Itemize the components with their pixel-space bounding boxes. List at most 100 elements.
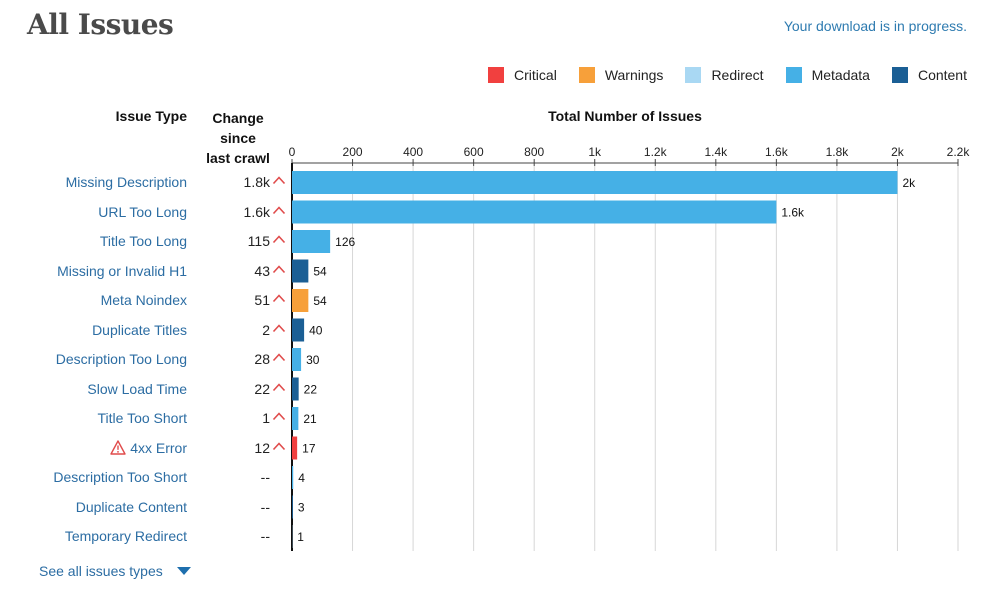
caret-up-icon — [272, 294, 286, 303]
issue-type-link[interactable]: URL Too Long — [98, 204, 187, 220]
change-value: 1 — [262, 410, 270, 426]
issue-row: Missing or Invalid H1 43 — [0, 260, 997, 284]
total-issues-header: Total Number of Issues — [548, 108, 702, 124]
issue-type-label[interactable]: Title Too Long — [99, 233, 187, 249]
x-tick-label: 1k — [588, 145, 602, 159]
issue-type-label[interactable]: Meta Noindex — [100, 292, 187, 308]
issue-type-link[interactable]: Description Too Short — [53, 469, 187, 485]
legend-label: Warnings — [604, 67, 664, 83]
legend-item-metadata[interactable]: Metadata — [785, 67, 870, 83]
change-value: 115 — [247, 233, 270, 249]
change-value: 2 — [262, 321, 270, 338]
caret-up-icon — [272, 412, 286, 421]
legend-label: Metadata — [811, 67, 870, 83]
issue-type-link[interactable]: Missing Description — [66, 174, 187, 190]
issue-type-link[interactable]: Duplicate Content — [76, 499, 187, 515]
issue-row: Missing Description 1.8k — [0, 171, 997, 195]
issue-type-link[interactable]: Missing or Invalid H1 — [57, 263, 187, 279]
change-value: 43 — [254, 262, 270, 279]
chart-legend: Critical Warnings Redirect Metadata Content — [466, 67, 967, 83]
issue-type-label[interactable]: Duplicate Content — [75, 498, 187, 515]
caret-up-icon — [272, 353, 286, 362]
issue-type-link[interactable]: Meta Noindex — [101, 292, 187, 308]
download-status: Your download is in progress. — [783, 18, 967, 34]
legend-label: Critical — [514, 67, 557, 83]
x-tick-label: 1.6k — [765, 145, 789, 159]
legend-swatch — [685, 67, 702, 83]
issue-type-label[interactable]: Temporary Redirect — [64, 528, 187, 544]
issue-type-label[interactable]: 4xx Error — [130, 439, 187, 456]
issue-row: Title Too Long 115 — [0, 230, 997, 254]
legend-item-redirect[interactable]: Redirect — [685, 67, 764, 83]
issue-type-label[interactable]: URL Too Long — [98, 203, 187, 220]
issue-type-label[interactable]: Description Too Long — [55, 351, 187, 367]
issue-type-link[interactable]: Title Too Long — [100, 233, 187, 249]
caret-up-icon — [272, 205, 286, 214]
issue-type-label[interactable]: Duplicate Titles — [92, 321, 187, 338]
issue-type-link[interactable]: Slow Load Time — [87, 381, 187, 397]
x-tick-label: 2k — [891, 145, 905, 159]
change-value: 28 — [254, 351, 270, 367]
x-tick-label: 200 — [343, 145, 363, 159]
x-tick-label: 1.2k — [644, 145, 668, 159]
x-tick-label: 400 — [403, 145, 423, 159]
legend-swatch — [578, 67, 595, 83]
caret-up-icon — [272, 235, 286, 244]
change-value: -- — [260, 528, 270, 544]
issue-type-link[interactable]: Description Too Long — [56, 351, 187, 367]
issue-row: Meta Noindex 51 — [0, 289, 997, 313]
issue-row: 4xx Error 12 — [0, 437, 997, 461]
chevron-down-icon[interactable] — [176, 567, 191, 575]
issue-row: Description Too Long 28 — [0, 348, 997, 372]
change-value: -- — [260, 498, 270, 515]
see-all-issues-label[interactable]: See all issues types — [39, 563, 163, 579]
issue-type-label[interactable]: Title Too Short — [97, 410, 188, 426]
see-all-issues-link[interactable]: See all issues types — [39, 563, 191, 579]
issue-row: Title Too Short 1 — [0, 407, 997, 431]
issue-type-label[interactable]: Slow Load Time — [87, 380, 187, 397]
warning-icon — [110, 439, 126, 455]
legend-swatch — [488, 67, 505, 83]
legend-item-content[interactable]: Content — [891, 67, 967, 83]
issue-row: Slow Load Time 22 — [0, 378, 997, 402]
page-title: All Issues — [27, 8, 174, 41]
change-header-line2: last crawl — [206, 150, 270, 166]
issue-type-label[interactable]: Missing Description — [65, 174, 187, 190]
legend-item-warnings[interactable]: Warnings — [578, 67, 664, 83]
caret-up-icon — [272, 264, 286, 273]
change-value: 22 — [254, 380, 270, 397]
change-value: 12 — [254, 439, 270, 456]
legend-label: Content — [917, 67, 967, 83]
issue-type-label[interactable]: Missing or Invalid H1 — [57, 262, 187, 279]
legend-item-critical[interactable]: Critical — [488, 67, 557, 83]
caret-up-icon — [272, 176, 286, 185]
issue-row: Description Too Short -- — [0, 466, 997, 490]
x-tick-label: 800 — [524, 145, 544, 159]
change-value: 1.6k — [243, 203, 270, 220]
issue-row: URL Too Long 1.6k — [0, 201, 997, 225]
issue-type-link[interactable]: 4xx Error — [110, 440, 187, 456]
change-header-line1: Change since — [212, 110, 264, 146]
x-tick-label: 600 — [464, 145, 484, 159]
change-value: 51 — [254, 292, 270, 308]
issue-row: Duplicate Content -- — [0, 496, 997, 520]
issue-type-link[interactable]: Temporary Redirect — [65, 528, 187, 544]
issue-row: Duplicate Titles 2 — [0, 319, 997, 343]
caret-up-icon — [272, 382, 286, 391]
issue-type-label[interactable]: Description Too Short — [53, 469, 187, 485]
x-tick-label: 0 — [289, 145, 296, 159]
caret-up-icon — [272, 323, 286, 332]
issue-type-header: Issue Type — [115, 108, 187, 124]
x-tick-label: 1.8k — [826, 145, 850, 159]
issue-row: Temporary Redirect -- — [0, 525, 997, 549]
legend-label: Redirect — [711, 67, 764, 83]
x-tick-label: 1.4k — [704, 145, 728, 159]
legend-swatch — [785, 67, 802, 83]
caret-up-icon — [272, 441, 286, 450]
change-value: 1.8k — [243, 174, 270, 190]
legend-swatch — [891, 67, 908, 83]
issue-type-link[interactable]: Duplicate Titles — [92, 322, 187, 338]
change-value: -- — [260, 469, 270, 485]
issue-type-link[interactable]: Title Too Short — [98, 410, 188, 426]
change-header: Change since last crawl — [193, 108, 283, 168]
